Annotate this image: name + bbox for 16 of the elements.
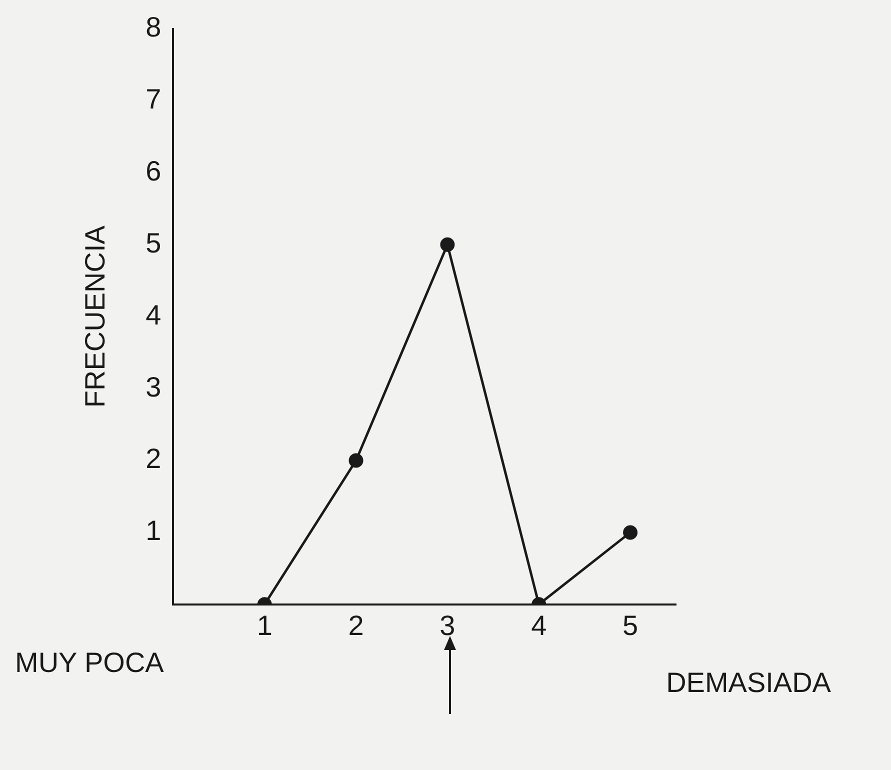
y-tick-label: 6	[146, 155, 162, 186]
y-tick-label: 8	[146, 12, 162, 43]
y-tick-label: 1	[146, 515, 162, 546]
y-tick-label: 2	[146, 443, 162, 474]
x-tick-label: 3	[440, 610, 456, 641]
y-tick-label: 3	[146, 371, 162, 402]
x-tick-label: 2	[348, 610, 364, 641]
y-tick-label: 7	[146, 83, 162, 114]
x-tick-label: 5	[622, 610, 638, 641]
x-tick-label: 1	[256, 610, 272, 641]
y-axis-title: FRECUENCIA	[80, 225, 111, 408]
y-tick-label: 5	[146, 227, 162, 258]
y-tick-label: 4	[146, 299, 162, 330]
text: DEMASIADA	[666, 667, 832, 698]
text: MUY POCA	[15, 647, 164, 678]
x-tick-label: 4	[531, 610, 547, 641]
